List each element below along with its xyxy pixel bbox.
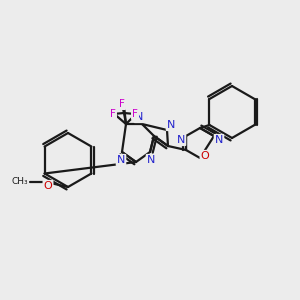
- Text: N: N: [147, 155, 155, 165]
- Text: N: N: [117, 155, 125, 165]
- Text: N: N: [167, 120, 175, 130]
- Text: F: F: [110, 109, 116, 119]
- Text: O: O: [201, 151, 209, 161]
- Text: N: N: [135, 112, 143, 122]
- Text: N: N: [177, 135, 185, 145]
- Text: N: N: [215, 135, 223, 145]
- Text: CH₃: CH₃: [11, 178, 28, 187]
- Text: O: O: [44, 181, 52, 191]
- Text: F: F: [119, 99, 125, 109]
- Text: F: F: [132, 109, 138, 119]
